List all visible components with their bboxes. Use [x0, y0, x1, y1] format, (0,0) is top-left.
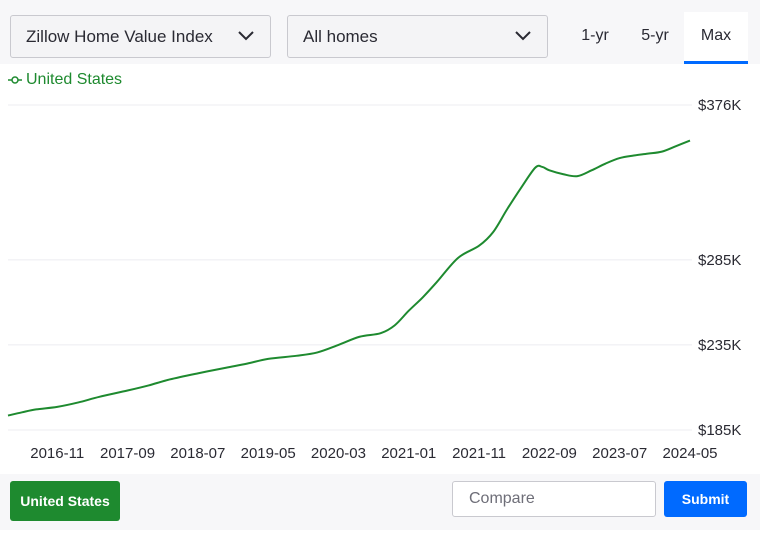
metric-select-value: Zillow Home Value Index — [26, 26, 213, 46]
region-button[interactable]: United States — [10, 481, 120, 521]
chevron-down-icon — [515, 31, 531, 41]
tab-max[interactable]: Max — [684, 12, 748, 64]
x-tick-label: 2016-11 — [30, 445, 84, 462]
home-type-select[interactable]: All homes — [287, 15, 548, 58]
compare-input[interactable] — [452, 481, 656, 517]
x-tick-label: 2018-07 — [170, 445, 225, 462]
series-layer — [7, 139, 691, 417]
series-line-united-states[interactable] — [7, 139, 691, 417]
gridlines — [8, 104, 692, 431]
tab-5-yr[interactable]: 5-yr — [641, 27, 669, 44]
line-marker-icon — [8, 76, 22, 84]
x-tick-label: 2023-07 — [592, 445, 647, 462]
home-type-select-value: All homes — [303, 26, 378, 46]
y-axis: $376K $285K $235K $185K — [698, 97, 741, 439]
submit-button[interactable]: Submit — [664, 481, 747, 517]
x-tick-label: 2021-11 — [452, 445, 506, 462]
x-tick-label: 2017-09 — [100, 445, 155, 462]
y-tick-label: $285K — [698, 252, 741, 269]
x-tick-label: 2020-03 — [311, 445, 366, 462]
legend-series-name: United States — [26, 71, 123, 88]
y-tick-label: $185K — [698, 422, 741, 439]
home-value-chart: $376K $285K $235K $185K 2016-11 2017-09 2018-… — [7, 97, 741, 462]
tab-1-yr[interactable]: 1-yr — [581, 27, 609, 44]
x-axis: 2016-11 2017-09 2018-07 2019-05 2020-03 2021-… — [30, 445, 717, 462]
x-tick-label: 2022-09 — [522, 445, 577, 462]
chevron-down-icon — [238, 31, 254, 41]
x-tick-label: 2019-05 — [241, 445, 296, 462]
x-tick-label: 2021-01 — [381, 445, 436, 462]
metric-select[interactable]: Zillow Home Value Index — [10, 15, 271, 58]
chart-legend[interactable]: United States — [8, 71, 122, 89]
y-tick-label: $235K — [698, 337, 741, 354]
x-tick-label: 2024-05 — [662, 445, 717, 462]
y-tick-label: $376K — [698, 97, 741, 114]
